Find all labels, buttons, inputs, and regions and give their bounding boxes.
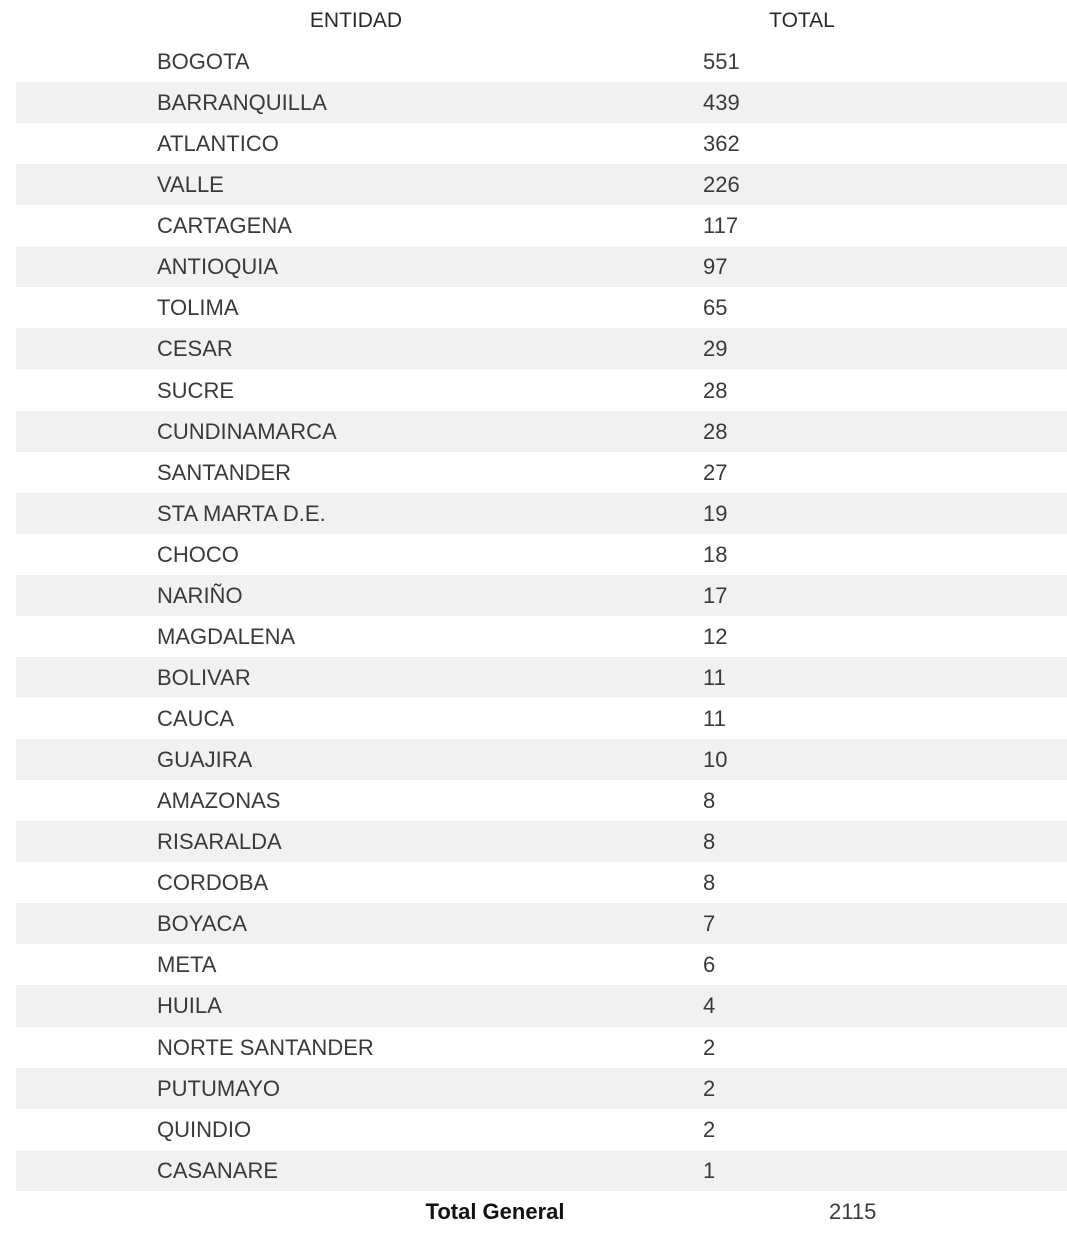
total-cell: 551	[703, 49, 740, 74]
total-cell: 8	[703, 870, 716, 896]
table-row: NORTE SANTANDER 2	[16, 1027, 1067, 1068]
total-cell: 4	[703, 993, 716, 1019]
total-cell: 65	[703, 295, 728, 321]
total-cell: 17	[703, 582, 728, 608]
total-cell: 226	[703, 172, 740, 198]
table-row: CORDOBA 8	[16, 862, 1067, 903]
table-row: SUCRE 28	[16, 370, 1067, 411]
total-cell: 19	[703, 500, 728, 526]
table-row: BARRANQUILLA 439	[16, 82, 1067, 124]
entity-cell: BARRANQUILLA	[157, 90, 327, 116]
entity-cell: QUINDIO	[157, 1116, 252, 1142]
total-cell: 12	[703, 623, 728, 649]
entity-cell: BOLIVAR	[157, 664, 251, 690]
entity-cell: ANTIOQUIA	[157, 254, 279, 280]
table-row: SANTANDER 27	[16, 452, 1067, 493]
total-cell: 11	[703, 706, 726, 731]
table-row: TOLIMA 65	[16, 287, 1067, 328]
total-cell: 6	[703, 952, 716, 978]
table-row: NARIÑO 17	[16, 574, 1067, 616]
table-row: STA MARTA D.E. 19	[16, 492, 1067, 534]
table-row: BOLIVAR 11	[16, 656, 1067, 698]
table-row: ATLANTICO 362	[16, 123, 1067, 164]
table-row: BOGOTA 551	[16, 41, 1067, 82]
table-row: CUNDINAMARCA 28	[16, 410, 1067, 452]
entity-cell: BOGOTA	[157, 49, 250, 74]
total-general-label: Total General	[425, 1199, 565, 1224]
total-cell: 7	[703, 911, 716, 937]
table-row: CHOCO 18	[16, 534, 1067, 575]
total-cell: 18	[703, 541, 728, 567]
entity-cell: ATLANTICO	[157, 131, 279, 157]
total-cell: 1	[703, 1157, 716, 1183]
entity-cell: VALLE	[157, 172, 224, 198]
total-cell: 2	[703, 1075, 716, 1101]
table-row: MAGDALENA 12	[16, 616, 1067, 657]
total-cell: 2	[703, 1034, 716, 1060]
column-header-entidad: ENTIDAD	[309, 9, 403, 32]
total-cell: 8	[703, 788, 716, 814]
entity-cell: SUCRE	[157, 377, 235, 403]
table-row: VALLE 226	[16, 164, 1067, 206]
entity-cell: META	[157, 952, 217, 978]
table-row: QUINDIO 2	[16, 1109, 1067, 1150]
entity-cell: CHOCO	[157, 541, 239, 567]
table-body: BOGOTA 551 BARRANQUILLA 439 ATLANTICO 362 VALL…	[16, 41, 1067, 1191]
entity-cell: CUNDINAMARCA	[157, 418, 337, 444]
table-row: AMAZONAS 8	[16, 780, 1067, 821]
entity-cell: AMAZONAS	[157, 788, 281, 814]
table-row: BOYACA 7	[16, 903, 1067, 945]
total-cell: 362	[703, 131, 740, 157]
total-cell: 97	[703, 254, 728, 280]
total-cell: 439	[703, 90, 740, 116]
entity-cell: RISARALDA	[157, 829, 282, 855]
table-row: RISARALDA 8	[16, 821, 1067, 863]
total-cell: 11	[703, 664, 726, 690]
table-row: CARTAGENA 117	[16, 205, 1067, 246]
table-row: HUILA 4	[16, 985, 1067, 1027]
total-cell: 27	[703, 459, 728, 485]
entity-cell: CASANARE	[157, 1157, 279, 1183]
total-general-value: 2115	[829, 1199, 877, 1224]
entity-cell: NARIÑO	[157, 582, 243, 608]
table-row: META 6	[16, 944, 1067, 985]
column-header-total: TOTAL	[769, 9, 835, 32]
total-cell: 2	[703, 1116, 716, 1142]
table-row: CAUCA 11	[16, 698, 1067, 739]
entity-cell: CORDOBA	[157, 870, 269, 896]
total-cell: 10	[703, 747, 728, 773]
entity-cell: BOYACA	[157, 911, 248, 937]
entity-cell: SANTANDER	[157, 459, 292, 485]
table-row: PUTUMAYO 2	[16, 1067, 1067, 1109]
table-row: ANTIOQUIA 97	[16, 246, 1067, 288]
entity-cell: CESAR	[157, 336, 233, 362]
table-row: CASANARE 1	[16, 1149, 1067, 1191]
table-row: CESAR 29	[16, 328, 1067, 370]
total-cell: 29	[703, 336, 728, 362]
total-cell: 28	[703, 418, 728, 444]
entity-cell: CAUCA	[157, 706, 235, 731]
entity-cell: MAGDALENA	[157, 623, 296, 649]
entity-cell: HUILA	[157, 993, 222, 1019]
entity-cell: NORTE SANTANDER	[157, 1034, 374, 1060]
total-cell: 8	[703, 829, 716, 855]
entity-cell: GUAJIRA	[157, 747, 253, 773]
entity-cell: CARTAGENA	[157, 213, 292, 239]
entity-cell: PUTUMAYO	[157, 1075, 281, 1101]
total-cell: 117	[703, 213, 739, 239]
table-row: GUAJIRA 10	[16, 739, 1067, 781]
entity-cell: TOLIMA	[157, 295, 239, 321]
total-cell: 28	[703, 377, 728, 403]
entity-cell: STA MARTA D.E.	[157, 500, 326, 526]
